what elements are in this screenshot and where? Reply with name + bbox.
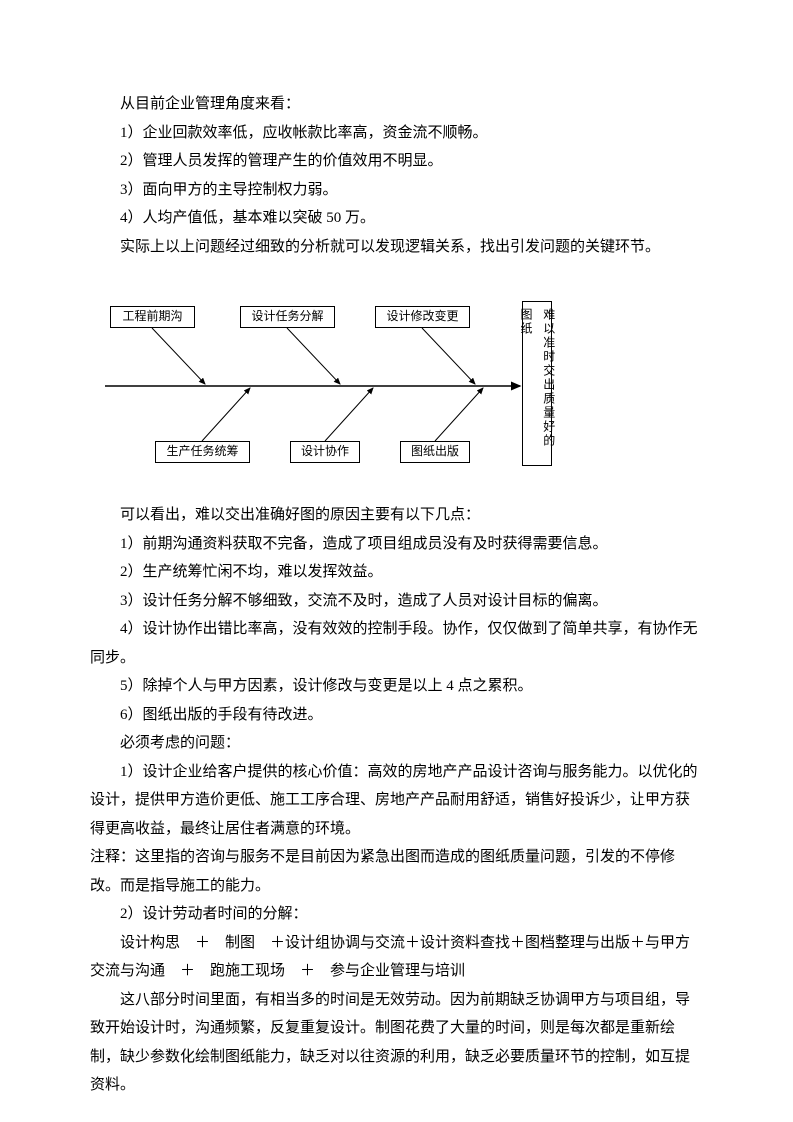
point2-5: 5）除掉个人与甲方因素，设计修改与变更是以上 4 点之累积。 <box>90 672 703 701</box>
point2-1: 1）前期沟通资料获取不完备，造成了项目组成员没有及时获得需要信息。 <box>90 530 703 559</box>
point1-2: 2）管理人员发挥的管理产生的价值效用不明显。 <box>90 147 703 176</box>
bottom-box-2: 设计协作 <box>290 441 360 463</box>
point2-6: 6）图纸出版的手段有待改进。 <box>90 701 703 730</box>
point1-4: 4）人均产值低，基本难以突破 50 万。 <box>90 204 703 233</box>
bottom-box-1: 生产任务统筹 <box>155 441 250 463</box>
consider2-end: 这八部分时间里面，有相当多的时间是无效劳动。因为前期缺乏协调甲方与项目组，导致开… <box>90 986 703 1100</box>
point2-2: 2）生产统筹忙闲不均，难以发挥效益。 <box>90 558 703 587</box>
intro-text: 从目前企业管理角度来看： <box>90 90 703 119</box>
top-box-2: 设计任务分解 <box>240 306 335 328</box>
top-box-3: 设计修改变更 <box>375 306 470 328</box>
note: 注释：这里指的咨询与服务不是目前因为紧急出图而造成的图纸质量问题，引发的不停修改… <box>90 843 703 900</box>
point1-1: 1）企业回款效率低，应收帐款比率高，资金流不顺畅。 <box>90 119 703 148</box>
consider2-body: 设计构思 ＋ 制图 ＋设计组协调与交流＋设计资料查找＋图档整理与出版＋与甲方交流… <box>90 929 703 986</box>
consider1: 1）设计企业给客户提供的核心价值：高效的房地产产品设计咨询与服务能力。以优化的设… <box>90 758 703 844</box>
consider2-title: 2）设计劳动者时间的分解： <box>90 900 703 929</box>
point2-3: 3）设计任务分解不够细致，交流不及时，造成了人员对设计目标的偏离。 <box>90 587 703 616</box>
after-diagram: 可以看出，难以交出准确好图的原因主要有以下几点： <box>90 501 703 530</box>
point1-3: 3）面向甲方的主导控制权力弱。 <box>90 176 703 205</box>
fishbone-diagram: 工程前期沟 设计任务分解 设计修改变更 生产任务统筹 设计协作 图纸出版 难以准… <box>90 281 560 481</box>
top-box-1: 工程前期沟 <box>110 306 195 328</box>
result-box: 难以准时交出质量好的图纸 <box>522 301 552 466</box>
summary1: 实际上以上问题经过细致的分析就可以发现逻辑关系，找出引发问题的关键环节。 <box>90 233 703 262</box>
bottom-box-3: 图纸出版 <box>400 441 470 463</box>
must-consider: 必须考虑的问题： <box>90 729 703 758</box>
point2-4: 4）设计协作出错比率高，没有效效的控制手段。协作，仅仅做到了简单共享，有协作无同… <box>90 615 703 672</box>
